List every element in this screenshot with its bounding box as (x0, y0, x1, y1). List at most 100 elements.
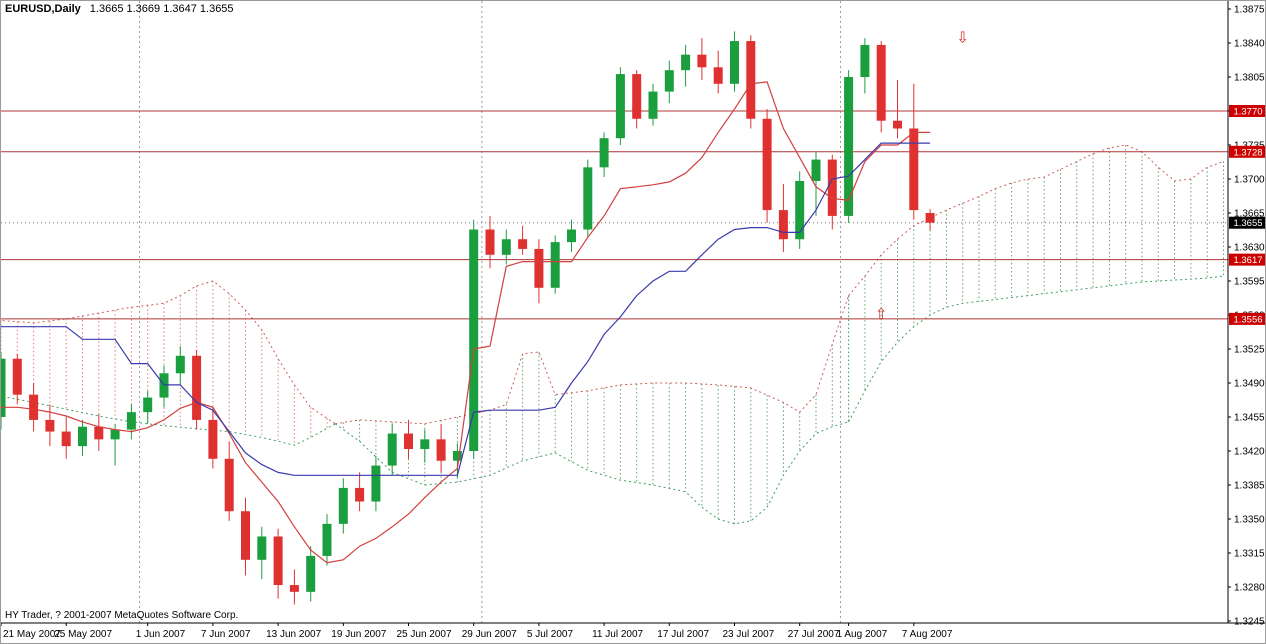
candle-body (387, 433, 397, 466)
date-tick-label: 27 Jul 2007 (788, 629, 840, 640)
candle-body (289, 585, 299, 592)
price-tick-label: 1.3350 (1234, 515, 1265, 526)
date-tick-label: 1 Jun 2007 (136, 629, 186, 640)
candle-body (29, 394, 39, 420)
price-tick-label: 1.3315 (1234, 549, 1265, 560)
month-separators (139, 1, 841, 623)
candle-body (420, 439, 430, 450)
svg-text:1.3728: 1.3728 (1233, 147, 1262, 158)
candle-body (925, 213, 935, 223)
candle-body (355, 487, 365, 502)
candle-body (632, 74, 642, 119)
price-tag: 1.3655 (1229, 216, 1265, 229)
candle-body (599, 138, 609, 168)
date-tick-label: 23 Jul 2007 (723, 629, 775, 640)
arrow-down-icon[interactable]: ⇩ (956, 29, 969, 46)
candle-body (485, 229, 495, 255)
date-tick-label: 7 Jun 2007 (201, 629, 251, 640)
symbol-period-label: EURUSD,Daily (5, 3, 81, 15)
candle-body (713, 67, 723, 84)
price-tick-label: 1.3665 (1234, 209, 1265, 220)
candle-body (404, 433, 413, 450)
candle-body (876, 44, 886, 121)
candle-body (241, 511, 250, 560)
price-tick-label: 1.3875 (1234, 5, 1265, 16)
candle-body (550, 242, 560, 288)
kijun-sen-line (1, 142, 931, 476)
ohlc-readout: 1.3665 1.3669 1.3647 1.3655 (89, 3, 234, 15)
candle-body (257, 536, 267, 560)
date-tick-label: 19 Jun 2007 (331, 629, 386, 640)
chart-title: EURUSD,Daily 1.3665 1.3669 1.3647 1.3655 (5, 3, 234, 15)
price-tick-label: 1.3385 (1234, 481, 1265, 492)
candles-layer (1, 31, 935, 605)
date-tick-label: 21 May 2007 (3, 629, 61, 640)
candle-body (273, 536, 283, 586)
candle-body (452, 451, 462, 461)
date-tick-label: 5 Jul 2007 (527, 629, 574, 640)
date-tick-label: 25 May 2007 (54, 629, 112, 640)
candle-body (893, 120, 902, 129)
date-tick-label: 29 Jun 2007 (462, 629, 517, 640)
price-tick-label: 1.3490 (1234, 379, 1265, 390)
candle-body (94, 426, 104, 440)
price-tick-label: 1.3245 (1234, 617, 1265, 628)
candle-body (844, 77, 854, 216)
candle-body (143, 397, 153, 413)
candle-body (534, 248, 544, 288)
arrow-up-icon[interactable]: ⇧ (875, 306, 888, 323)
candle-body (224, 458, 234, 512)
date-tick-label: 7 Aug 2007 (902, 629, 953, 640)
candle-body (909, 128, 919, 211)
price-tick-label: 1.3420 (1234, 447, 1265, 458)
candle-body (567, 229, 576, 243)
candle-body (1, 358, 6, 417)
candle-body (648, 91, 658, 119)
price-tag: 1.3770 (1229, 105, 1265, 118)
date-tick-label: 25 Jun 2007 (397, 629, 452, 640)
date-tick-label: 17 Jul 2007 (657, 629, 709, 640)
candle-body (45, 419, 55, 432)
candle-body (778, 210, 788, 240)
candle-body (664, 70, 674, 92)
candle-body (436, 439, 446, 461)
candle-body (306, 555, 316, 592)
candle-body (860, 44, 870, 77)
candle-body (175, 355, 185, 374)
candle-body (583, 167, 593, 230)
price-tick-label: 1.3525 (1234, 345, 1265, 356)
horizontal-levels (1, 110, 1228, 320)
candle-body (78, 426, 87, 447)
candle-body (338, 487, 348, 524)
price-tick-label: 1.3630 (1234, 243, 1265, 254)
date-tick-label: 13 Jun 2007 (266, 629, 321, 640)
candle-body (697, 54, 707, 68)
price-tick-label: 1.3280 (1234, 583, 1265, 594)
price-tick-label: 1.3840 (1234, 39, 1265, 50)
tenkan-sen-line (1, 81, 931, 564)
date-tick-label: 11 Jul 2007 (592, 629, 643, 640)
candle-body (615, 74, 625, 139)
candle-body (371, 465, 381, 502)
price-tick-label: 1.3805 (1234, 73, 1265, 84)
candle-body (681, 54, 691, 71)
svg-text:1.3770: 1.3770 (1233, 107, 1262, 118)
candle-body (322, 523, 332, 556)
svg-text:1.3655: 1.3655 (1233, 218, 1262, 229)
price-tick-label: 1.3700 (1234, 175, 1265, 186)
price-tag: 1.3556 (1229, 312, 1265, 325)
candle-body (730, 41, 739, 84)
candle-body (762, 118, 772, 211)
date-tick-label: 1 Aug 2007 (837, 629, 888, 640)
svg-text:1.3617: 1.3617 (1233, 255, 1262, 266)
svg-text:1.3556: 1.3556 (1233, 314, 1262, 325)
copyright-label: HY Trader, ? 2001-2007 MetaQuotes Softwa… (5, 610, 239, 621)
candle-body (746, 41, 756, 119)
candle-body (61, 431, 71, 447)
price-tick-label: 1.3595 (1234, 277, 1265, 288)
candle-body (12, 358, 22, 395)
candle-body (795, 180, 805, 240)
